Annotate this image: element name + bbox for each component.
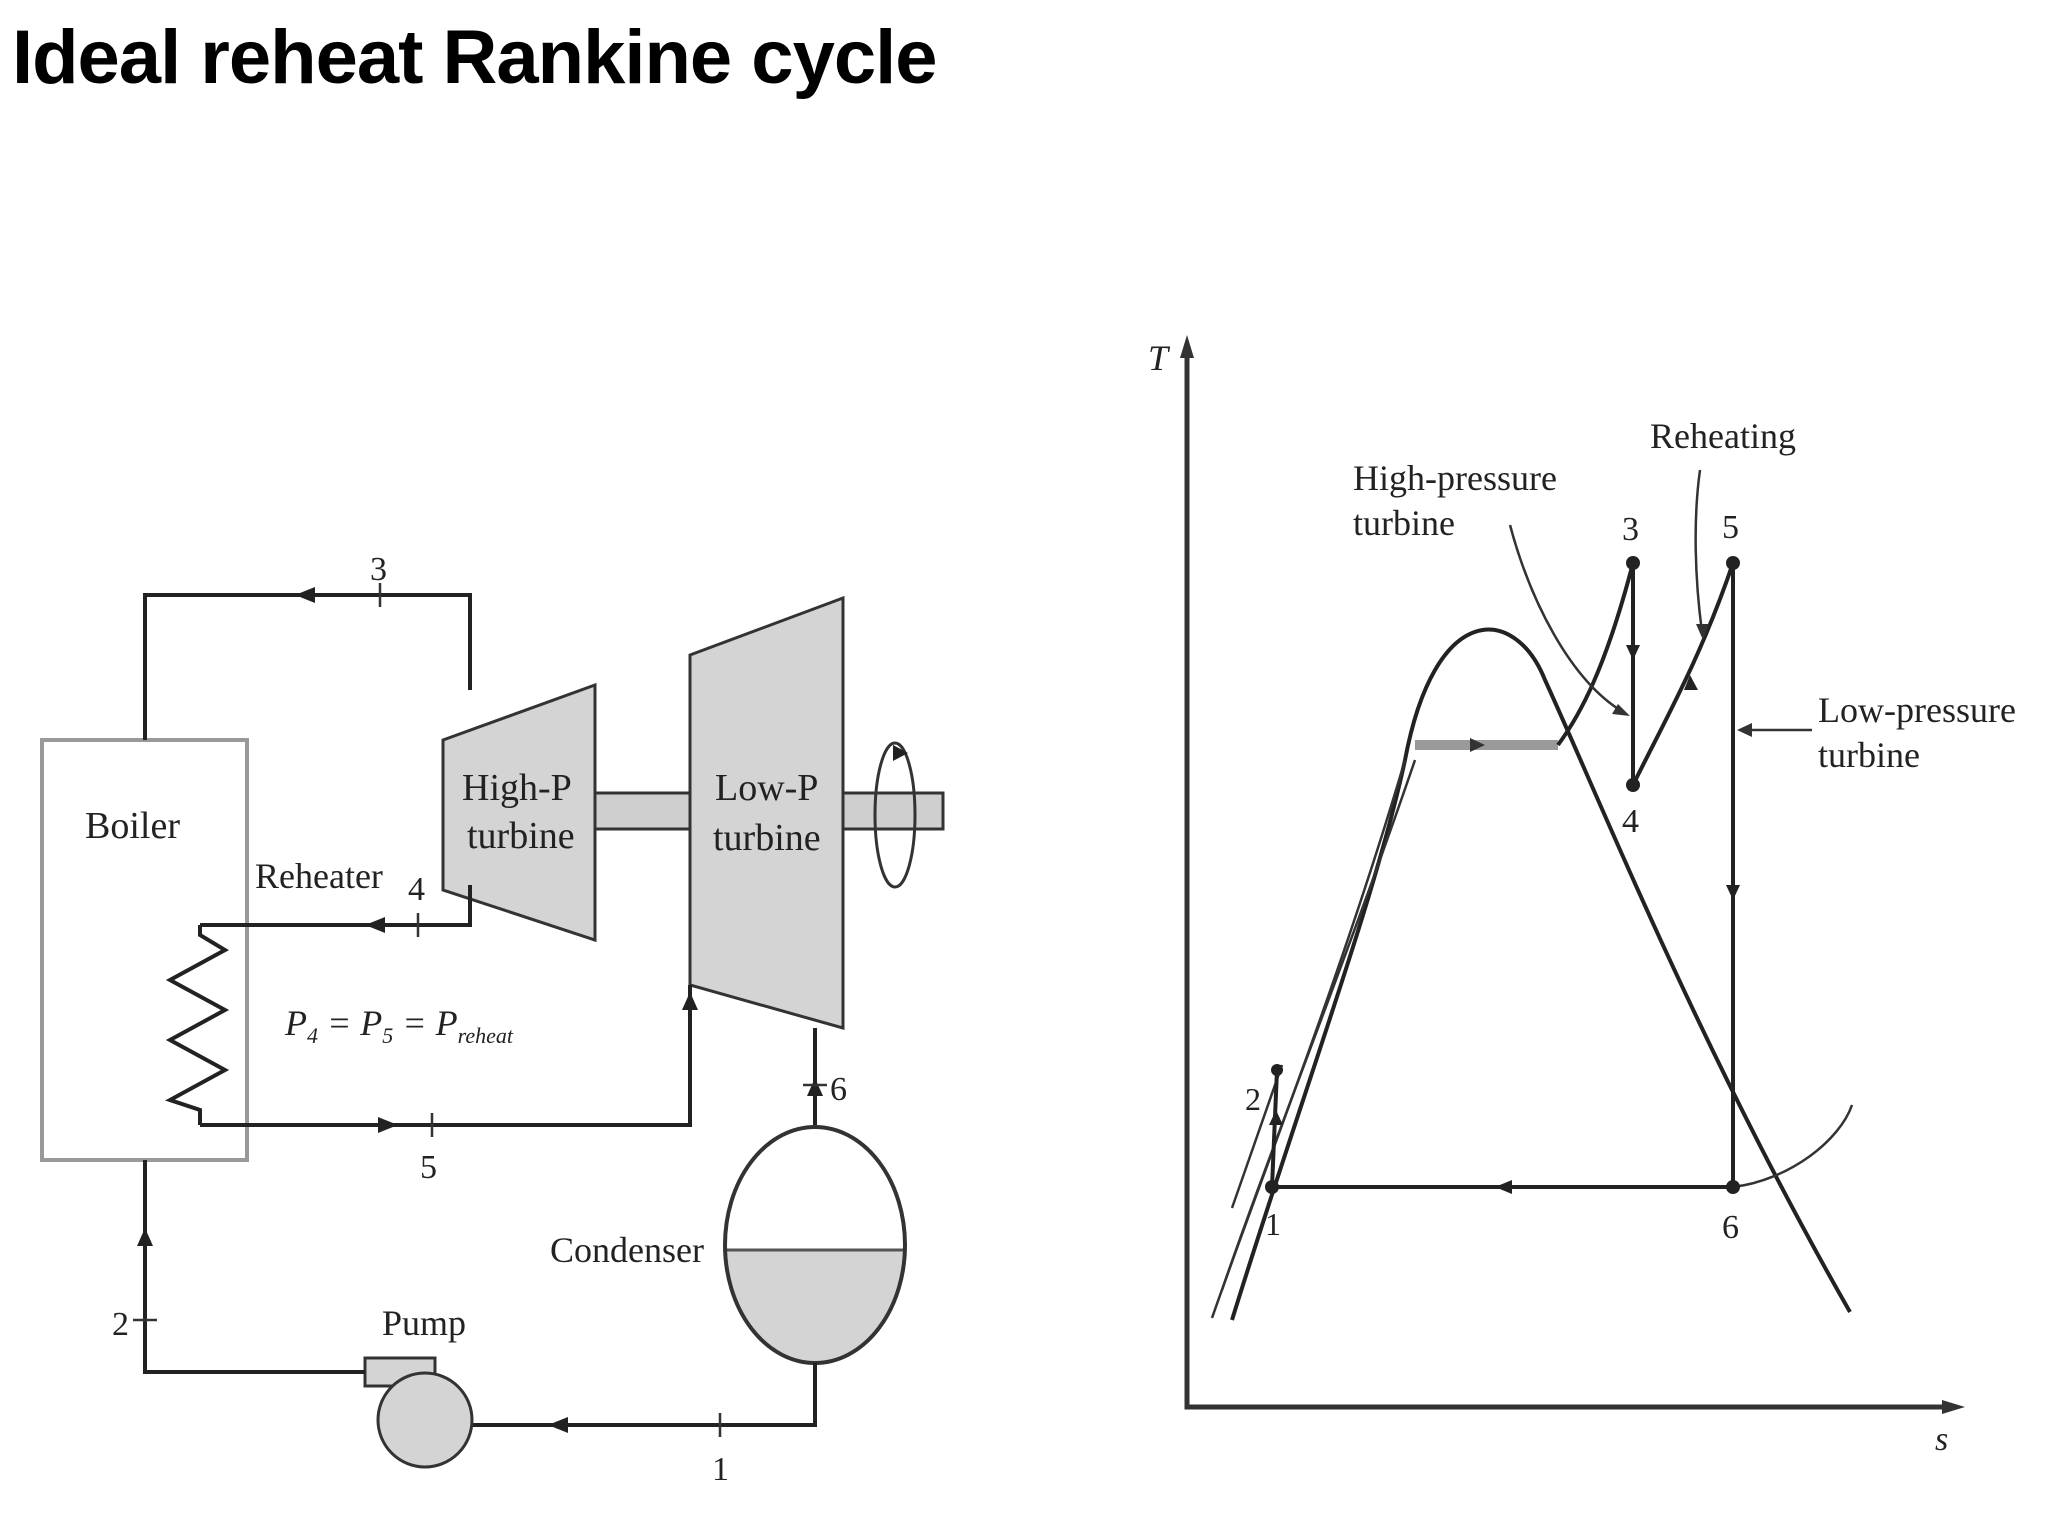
state-4-point: [1626, 778, 1640, 792]
shaft-hp-lp: [593, 791, 692, 831]
state-1-label: 1: [712, 1451, 729, 1488]
line-state-4: [200, 885, 472, 927]
pressure-relation: P4 = P5 = Preheat: [284, 1003, 514, 1048]
state-4-label: 4: [408, 871, 425, 908]
page-title: Ideal reheat Rankine cycle: [12, 15, 937, 100]
flow-arrow-6: [807, 1078, 823, 1096]
line-state-3: [143, 593, 472, 740]
hp-callout-leader: [1508, 524, 1624, 714]
state-6-label: 6: [830, 1071, 847, 1108]
flow-arrow-2: [137, 1228, 153, 1246]
ts-diagram: T s: [1148, 335, 2016, 1458]
flow-arrow-3: [295, 587, 315, 603]
lp-turbine-label-1: Low-P: [715, 767, 818, 809]
condenser-liquid: [725, 1250, 905, 1363]
shaft-output: [838, 791, 945, 831]
state-2-point: [1271, 1064, 1283, 1076]
rotation-icon: [873, 741, 917, 889]
pump-line: [1270, 1069, 1279, 1188]
hp-callout-arrow: [1612, 704, 1630, 716]
isobar-right: [1732, 1104, 1854, 1189]
line-state-2: [143, 1160, 365, 1374]
flow-arrow-5: [378, 1117, 398, 1133]
hp-turbine-label-2: turbine: [467, 815, 575, 857]
rotation-arrow-icon: [893, 745, 908, 761]
ts-state-6-label: 6: [1722, 1209, 1739, 1246]
pump-body: [376, 1371, 474, 1469]
hp-turbine-label-1: High-P: [462, 767, 572, 809]
state-2-label: 2: [112, 1306, 129, 1343]
superheat-line: [1556, 562, 1635, 747]
state-3-point: [1626, 556, 1640, 570]
state-3-label: 3: [370, 551, 387, 588]
state-6-point: [1726, 1180, 1740, 1194]
isobar-left-high: [1220, 759, 1417, 1291]
condenser-label: Condenser: [550, 1230, 704, 1270]
hp-expansion-arrow: [1626, 645, 1640, 660]
reheating-callout: Reheating: [1650, 416, 1796, 456]
ts-state-5-label: 5: [1722, 509, 1739, 546]
lp-callout-arrow: [1737, 723, 1752, 737]
pump-arrow: [1269, 1110, 1283, 1125]
state-1-point: [1265, 1180, 1279, 1194]
lp-turbine-label-2: turbine: [713, 817, 821, 859]
reheater-coil: [165, 925, 230, 1125]
ts-state-3-label: 3: [1622, 511, 1639, 548]
lp-turbine-callout-2: turbine: [1818, 735, 1920, 775]
line-state-5: [200, 985, 692, 1127]
reheat-callout-leader: [1694, 469, 1704, 633]
y-axis-label: T: [1148, 338, 1171, 378]
reheater-label: Reheater: [255, 856, 383, 896]
saturation-dome: [1230, 627, 1852, 1321]
evaporation-arrow: [1470, 738, 1485, 752]
ts-state-4-label: 4: [1622, 803, 1639, 840]
cycle-schematic: Boiler Reheater 3 High-P turbine 4 Low-P…: [40, 551, 945, 1488]
pump-label: Pump: [382, 1303, 466, 1343]
flow-arrow-4: [365, 917, 385, 933]
ts-state-1-label: 1: [1265, 1206, 1281, 1242]
reheat-line: [1631, 562, 1735, 786]
reheat-callout-arrow: [1696, 624, 1709, 640]
condensation-arrow: [1495, 1180, 1512, 1194]
hp-turbine-callout-2: turbine: [1353, 503, 1455, 543]
ts-state-2-label: 2: [1245, 1081, 1261, 1117]
boiler-box: [40, 738, 249, 1162]
state-5-point: [1726, 556, 1740, 570]
y-axis-arrow: [1180, 335, 1194, 358]
isobar-low-edge: [1230, 1064, 1284, 1209]
ts-axes: [1184, 345, 1955, 1410]
x-axis-arrow: [1942, 1400, 1965, 1414]
flow-arrow-1: [548, 1417, 568, 1433]
boiler-label: Boiler: [85, 805, 180, 847]
x-axis-label: s: [1935, 1421, 1948, 1458]
hp-turbine: [441, 682, 597, 943]
lp-turbine: [688, 595, 845, 1030]
lp-expansion-arrow: [1726, 885, 1740, 900]
flow-arrow-5b: [682, 992, 698, 1010]
reheat-arrow: [1684, 675, 1698, 690]
hp-turbine-callout-1: High-pressure: [1353, 458, 1557, 498]
lp-turbine-callout-1: Low-pressure: [1818, 690, 2016, 730]
state-5-label: 5: [420, 1149, 437, 1186]
line-state-1: [470, 1363, 817, 1427]
